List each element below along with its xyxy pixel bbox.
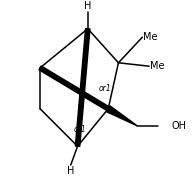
Text: OH: OH [171, 121, 186, 131]
Text: Me: Me [143, 32, 158, 42]
Polygon shape [39, 66, 109, 111]
Text: or1: or1 [99, 84, 112, 93]
Text: or1: or1 [74, 125, 87, 134]
Polygon shape [75, 105, 83, 146]
Text: Me: Me [150, 61, 164, 71]
Polygon shape [106, 106, 137, 126]
Polygon shape [79, 28, 90, 105]
Text: H: H [67, 166, 74, 176]
Text: H: H [84, 1, 92, 11]
